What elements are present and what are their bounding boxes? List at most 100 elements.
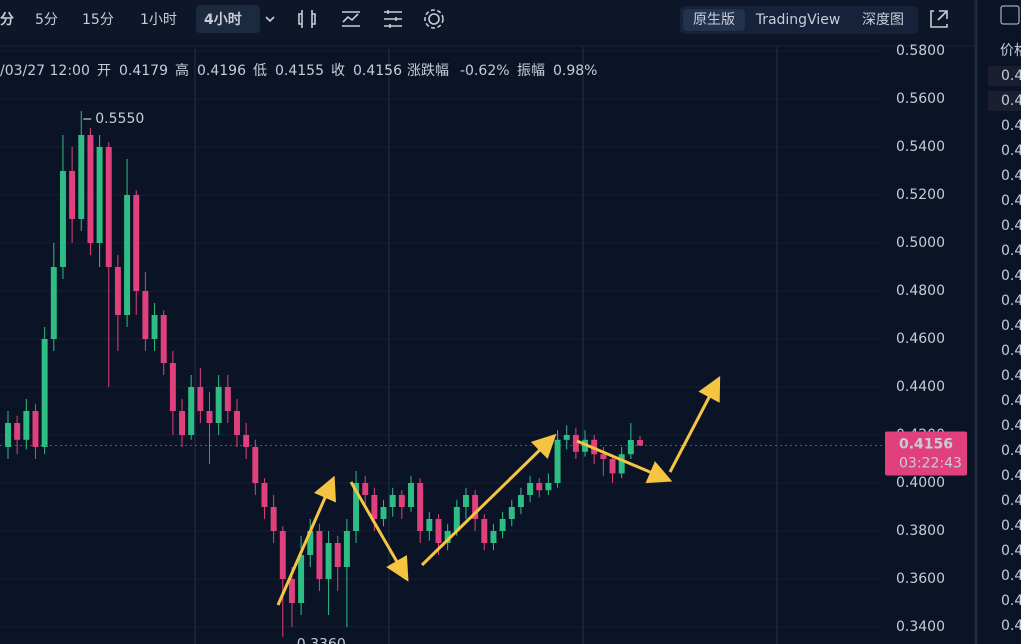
candle-body — [435, 519, 442, 543]
panel-icon[interactable] — [1000, 5, 1020, 25]
order-price: 0.4 — [1001, 443, 1021, 459]
candle-body — [554, 439, 561, 483]
candle-body — [197, 387, 204, 411]
order-price: 0.4 — [1001, 318, 1021, 334]
candle-body — [23, 411, 30, 440]
annotation-arrows — [276, 376, 721, 606]
candle-body — [426, 519, 433, 531]
interval-selected-bg — [196, 5, 260, 33]
y-tick-label: 0.5600 — [896, 91, 945, 107]
candle-body — [188, 387, 195, 435]
info-value: 0.4179 — [119, 63, 168, 79]
candle-body — [114, 267, 121, 315]
order-price: 0.4 — [1001, 93, 1021, 109]
order-price: 0.4 — [1001, 243, 1021, 259]
candle-body — [224, 387, 231, 411]
candle-body — [160, 315, 167, 363]
candle-body — [133, 195, 140, 291]
arrow — [576, 439, 673, 484]
order-price: 0.4 — [1001, 218, 1021, 234]
candle-body — [279, 531, 286, 579]
marker-label: 0.3360 — [297, 637, 346, 644]
candle-body — [462, 495, 469, 507]
info-time: /03/27 12:00 — [0, 63, 90, 79]
candle-body — [389, 495, 396, 507]
candle-body — [59, 171, 66, 267]
interval-tab[interactable]: 15分 — [82, 12, 114, 28]
candle-body — [270, 507, 277, 531]
candle-body — [444, 531, 451, 543]
indicator-icon[interactable] — [342, 11, 360, 27]
gear-icon-teeth — [424, 9, 444, 29]
candle-icon[interactable] — [298, 10, 316, 28]
order-price: 0.4 — [1001, 493, 1021, 509]
candle-body — [572, 435, 579, 452]
candle-body — [69, 171, 76, 219]
candle-body — [105, 147, 112, 267]
y-tick-label: 0.5000 — [896, 235, 945, 251]
y-tick-label: 0.3800 — [896, 523, 945, 539]
arrow — [276, 475, 336, 606]
candle-body — [14, 423, 21, 440]
order-price: 0.4 — [1001, 143, 1021, 159]
order-price: 0.4 — [1001, 393, 1021, 409]
candle-body — [142, 291, 149, 339]
candle-body — [234, 411, 240, 435]
y-tick-label: 0.4000 — [896, 475, 945, 491]
candle-body — [563, 435, 570, 440]
info-label: 低 — [253, 63, 267, 79]
y-tick-label: 0.4600 — [896, 331, 945, 347]
candle-body — [481, 519, 488, 543]
gear-icon[interactable] — [428, 13, 440, 25]
info-label: 收 — [331, 63, 345, 79]
candle-body — [417, 483, 424, 531]
arrow — [420, 433, 557, 567]
chevron-icon[interactable] — [265, 16, 275, 23]
candle-body — [398, 495, 405, 507]
order-price: 0.4 — [1001, 418, 1021, 434]
info-value: 0.4156 — [353, 63, 402, 79]
row-bg — [988, 66, 1021, 86]
info-value: -0.62% — [460, 63, 510, 79]
info-value: 0.4196 — [197, 63, 246, 79]
y-tick-label: 0.3600 — [896, 571, 945, 587]
settings-list-icon[interactable] — [384, 10, 402, 28]
toolbar-icons — [298, 9, 444, 29]
candle-body — [627, 440, 634, 455]
candle-body — [499, 519, 506, 531]
interval-tab[interactable]: 4小时 — [204, 11, 242, 28]
order-price: 0.4 — [1001, 518, 1021, 534]
candle-body — [490, 531, 497, 543]
candle-body — [215, 387, 222, 423]
interval-tab[interactable]: 5分 — [35, 12, 58, 28]
price-tag — [885, 431, 967, 476]
candle-body — [96, 147, 103, 243]
candle-body — [325, 543, 332, 579]
info-value: 0.98% — [553, 63, 597, 79]
order-book-header: 价格 — [1000, 43, 1021, 59]
y-tick-label: 0.5200 — [896, 187, 945, 203]
candle-body — [618, 454, 625, 474]
y-tick-label: 0.5800 — [896, 43, 945, 59]
y-tick-label: 0.3400 — [896, 619, 945, 635]
order-price: 0.4 — [1001, 593, 1021, 609]
candle-body — [472, 495, 479, 519]
order-price: 0.4 — [1001, 68, 1021, 84]
candle-body — [243, 435, 250, 447]
interval-tab[interactable]: 分 — [0, 12, 14, 28]
info-label: 涨跌幅 — [407, 63, 449, 79]
candle-body — [41, 339, 48, 447]
fullscreen-icon[interactable] — [930, 10, 948, 28]
candle-body — [408, 483, 414, 507]
view-tab[interactable]: TradingView — [755, 12, 841, 28]
order-price: 0.4 — [1001, 568, 1021, 584]
view-tab[interactable]: 原生版 — [693, 12, 735, 28]
view-tab[interactable]: 深度图 — [862, 12, 904, 28]
y-tick-label: 0.4400 — [896, 379, 945, 395]
info-label: 振幅 — [517, 63, 545, 79]
candle-body — [316, 531, 323, 579]
order-price: 0.4 — [1001, 543, 1021, 559]
interval-tab[interactable]: 1小时 — [140, 12, 177, 28]
plot: 0.34000.36000.38000.40000.42000.44000.46… — [0, 43, 967, 644]
